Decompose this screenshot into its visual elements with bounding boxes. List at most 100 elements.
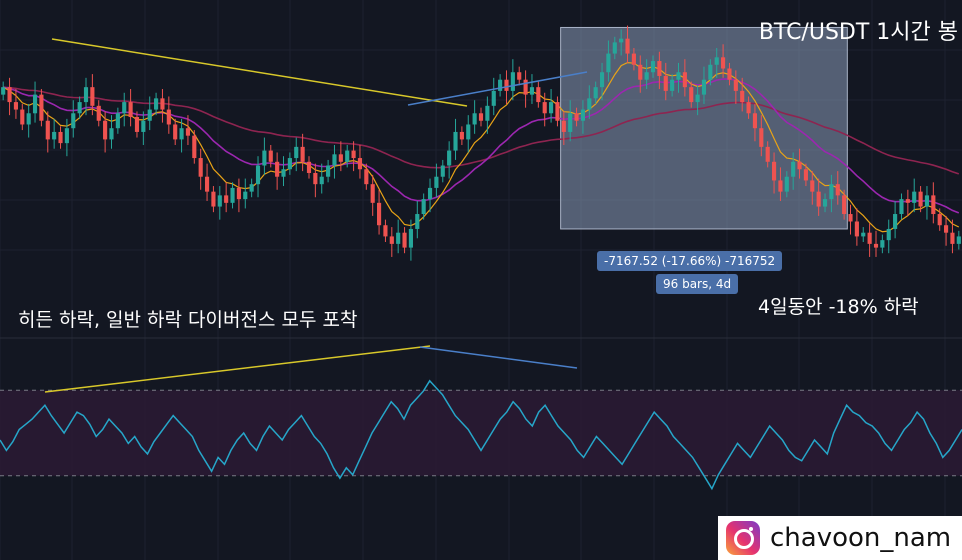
candle-body (727, 68, 732, 80)
candle-body (396, 232, 401, 244)
price-trendline-blue (407, 71, 588, 106)
candle-body (650, 61, 656, 73)
measure-summary-label: -7167.52 (-17.66%) -716752 (597, 251, 783, 271)
candle-body (179, 128, 184, 140)
candle-body (345, 150, 350, 162)
candle-body (498, 79, 503, 91)
candle-body (466, 124, 471, 140)
candle-body (39, 94, 44, 121)
candle-body (141, 120, 146, 132)
candle-body (32, 94, 38, 114)
candle-body (944, 225, 949, 233)
candle-body (20, 109, 25, 125)
candle-body (83, 87, 89, 103)
candle-body (300, 146, 305, 162)
candle-body (587, 98, 592, 110)
candle-body (561, 120, 566, 132)
candle-body (701, 79, 707, 95)
candle-body (765, 146, 770, 162)
candle-body (752, 113, 758, 129)
candle-body (491, 90, 496, 106)
candle-body (281, 169, 286, 177)
candle-body (797, 161, 802, 170)
candle-body (90, 87, 95, 106)
candle-body (408, 228, 413, 248)
candle-body (440, 165, 445, 177)
candle-body (574, 113, 579, 121)
candle-body (771, 161, 777, 181)
candle-body (389, 236, 394, 244)
candle-body (523, 79, 528, 95)
measure-bars-label: 96 bars, 4d (656, 274, 739, 294)
candle-body (77, 102, 82, 114)
candle-body (778, 180, 783, 192)
candle-body (421, 199, 426, 215)
candle-body (644, 72, 649, 80)
candle-body (663, 75, 668, 91)
candle-body (109, 128, 114, 140)
candle-body (434, 176, 439, 188)
candle-body (555, 102, 560, 121)
candle-body (13, 102, 18, 110)
candle-body (670, 79, 675, 91)
candle-body (746, 102, 751, 114)
instagram-handle: chavoon_nam (770, 523, 952, 553)
candle-body (262, 150, 267, 166)
candle-body (45, 120, 50, 140)
candle-body (472, 113, 477, 125)
candle-body (625, 38, 630, 54)
candle-body (134, 117, 140, 132)
candle-body (517, 72, 522, 80)
rsi-band (0, 390, 962, 476)
candle-body (568, 113, 573, 132)
candle-body (58, 131, 63, 144)
candle-body (784, 176, 789, 192)
candle-body (204, 176, 210, 192)
candle-body (255, 165, 261, 185)
candle-body (918, 191, 923, 207)
candle-body (275, 161, 280, 177)
candle-body (931, 195, 936, 215)
instagram-watermark: chavoon_nam (718, 516, 962, 560)
candle-body (619, 38, 624, 43)
candle-body (721, 57, 726, 69)
candle-body (759, 128, 764, 147)
divergence-note: 히든 하락, 일반 하락 다이버전스 모두 포착 (18, 309, 358, 331)
candle-body (198, 158, 203, 177)
candle-body (631, 53, 636, 65)
candle-body (599, 72, 605, 88)
candle-body (676, 72, 681, 80)
candle-body (52, 131, 57, 140)
candle-body (294, 146, 299, 159)
candle-body (835, 184, 840, 196)
candle-body (912, 191, 917, 203)
measure-range-box (560, 26, 848, 230)
candle-body (447, 150, 452, 166)
candle-body (593, 87, 598, 99)
candle-body (217, 195, 222, 207)
candle-body (236, 187, 241, 200)
candle-body (950, 232, 955, 244)
candle-body (173, 124, 178, 140)
rsi-trendline-yellow (44, 345, 431, 393)
candle-body (147, 109, 152, 121)
candle-body (606, 53, 611, 73)
instagram-icon (726, 521, 760, 555)
candle-body (313, 172, 318, 185)
candle-body (504, 79, 509, 91)
candle-body (122, 102, 127, 114)
candle-body (166, 109, 171, 125)
candle-body (714, 57, 719, 65)
candle-body (459, 131, 464, 140)
candle-body (842, 195, 847, 215)
candle-body (854, 221, 859, 237)
candle-body (791, 161, 796, 177)
candle-body (689, 87, 694, 103)
candle-body (306, 161, 312, 173)
candle-body (192, 135, 197, 159)
candle-body (695, 94, 700, 103)
candle-body (867, 232, 872, 244)
candle-body (338, 154, 343, 162)
candle-body (510, 72, 515, 91)
